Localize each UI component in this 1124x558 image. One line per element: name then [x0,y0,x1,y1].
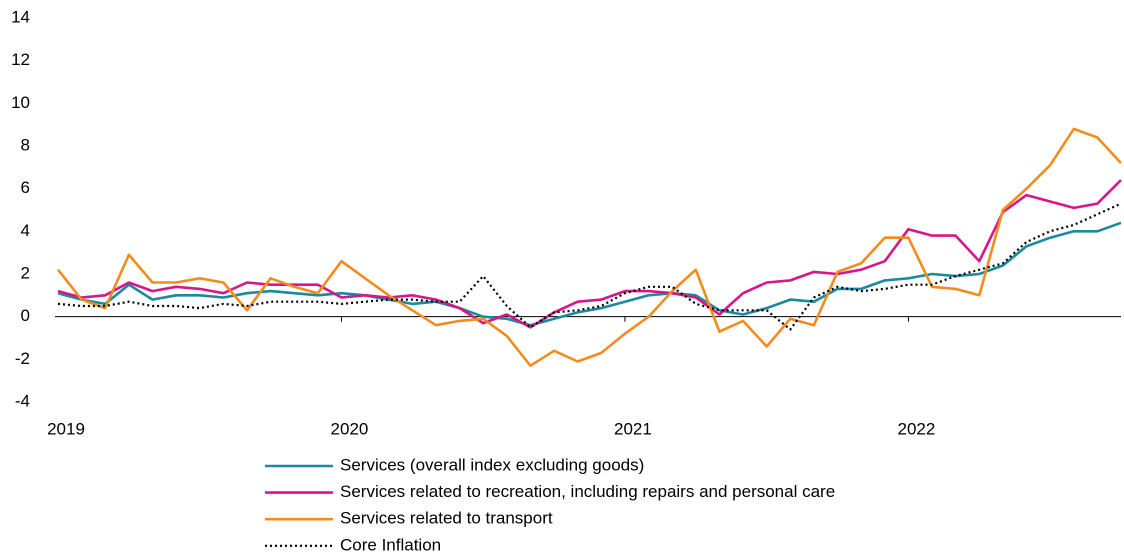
series-line [57,179,1122,329]
y-tick-label: 0 [21,306,30,325]
legend-label: Services (overall index excluding goods) [340,455,644,474]
y-tick-label: 10 [11,93,30,112]
series-line [57,221,1122,327]
x-tick-label: 2019 [47,419,85,438]
y-tick-label: 4 [21,221,30,240]
series-line [56,127,1122,367]
legend-label: Core Inflation [340,535,441,554]
x-tick-label: 2020 [331,419,369,438]
y-tick-label: 14 [11,7,30,26]
y-tick-label: -4 [15,391,30,410]
y-tick-label: 6 [21,178,30,197]
x-tick-label: 2022 [897,419,935,438]
y-tick-label: -2 [15,349,30,368]
y-tick-label: 12 [11,50,30,69]
x-tick-label: 2021 [614,419,652,438]
legend-label: Services related to recreation, includin… [340,482,835,501]
y-tick-label: 2 [21,263,30,282]
y-tick-label: 8 [21,135,30,154]
legend-label: Services related to transport [340,509,553,528]
